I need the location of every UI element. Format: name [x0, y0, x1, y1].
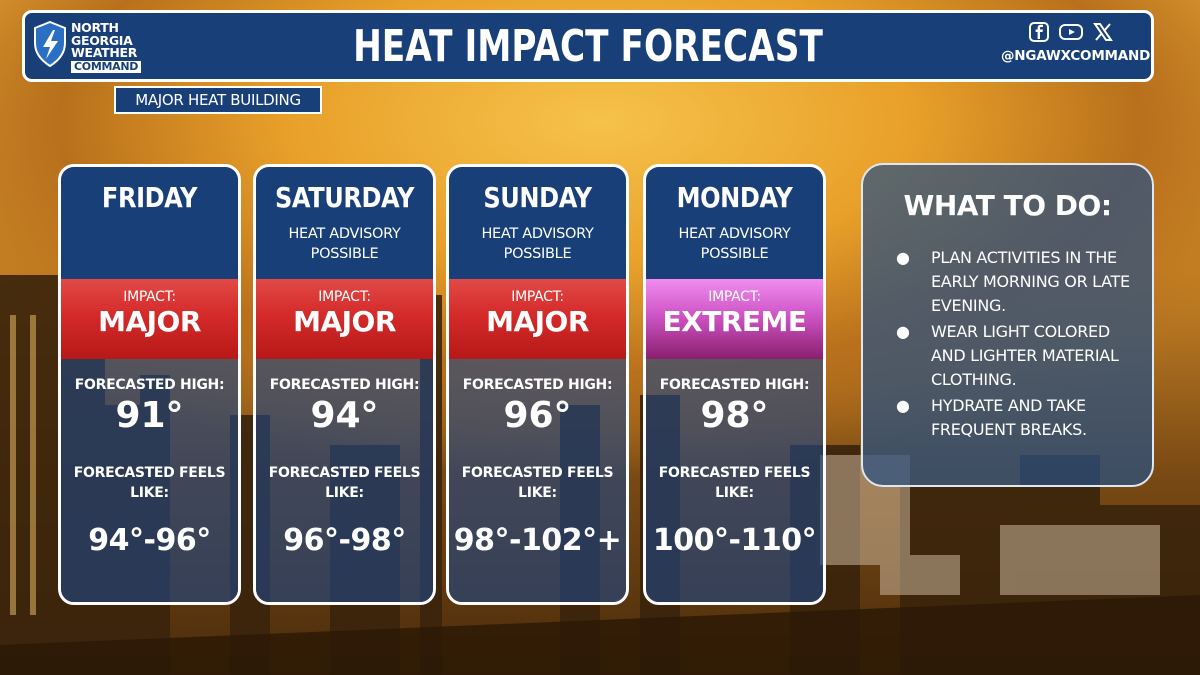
high-label: FORECASTED HIGH:: [462, 377, 613, 393]
impact-band: IMPACT: MAJOR: [61, 279, 238, 359]
card-header: FRIDAY: [61, 167, 238, 279]
feels-label-line-1: FORECASTED FEELS: [73, 465, 226, 481]
feels-value: 100°-110°: [652, 523, 817, 558]
feels-label-line-2: LIKE:: [715, 485, 754, 501]
advisory-text: HEAT ADVISORY POSSIBLE: [256, 224, 433, 264]
advisory-text: HEAT ADVISORY POSSIBLE: [646, 224, 823, 264]
list-item: ● PLAN ACTIVITIES IN THE EARLY MORNING OR…: [893, 246, 1136, 318]
day-name: MONDAY: [676, 181, 793, 214]
impact-level: EXTREME: [662, 305, 808, 338]
day-card-sunday: SUNDAY HEAT ADVISORY POSSIBLE IMPACT: MA…: [446, 164, 629, 605]
temperature-panel: FORECASTED HIGH: 96° FORECASTED FEELS LI…: [449, 359, 626, 602]
list-item: ● WEAR LIGHT COLORED AND LIGHTER MATERIAL…: [893, 320, 1136, 392]
feels-label: FORECASTED FEELS LIKE:: [646, 463, 823, 503]
feels-value: 96°-98°: [283, 523, 406, 558]
high-value: 94°: [310, 395, 379, 436]
header-bar: NORTH GEORGIA WEATHER COMMAND HEAT IMPAC…: [22, 10, 1154, 82]
impact-label: IMPACT:: [318, 289, 371, 305]
feels-label-line-2: LIKE:: [130, 485, 169, 501]
card-header: MONDAY HEAT ADVISORY POSSIBLE: [646, 167, 823, 279]
brand-line-4: COMMAND: [71, 60, 142, 73]
feels-label-line-1: FORECASTED FEELS: [658, 465, 811, 481]
bullet-icon: ●: [896, 248, 910, 267]
impact-band: IMPACT: MAJOR: [256, 279, 433, 359]
brand-line-2: GEORGIA: [71, 32, 133, 48]
brand-name: NORTH GEORGIA WEATHER COMMAND: [71, 20, 142, 73]
feels-value: 98°-102°+: [453, 523, 622, 558]
feels-label-line-2: LIKE:: [325, 485, 364, 501]
brand-line-3: WEATHER: [71, 45, 138, 60]
day-card-friday: FRIDAY IMPACT: MAJOR FORECASTED HIGH: 91…: [58, 164, 241, 605]
impact-label: IMPACT:: [123, 289, 176, 305]
feels-label-line-1: FORECASTED FEELS: [268, 465, 421, 481]
tip-text: HYDRATE AND TAKE FREQUENT BREAKS.: [931, 396, 1087, 439]
impact-label: IMPACT:: [511, 289, 564, 305]
subtitle-badge: MAJOR HEAT BUILDING: [114, 86, 322, 114]
impact-band: IMPACT: EXTREME: [646, 279, 823, 359]
high-value: 98°: [700, 395, 769, 436]
high-label: FORECASTED HIGH:: [659, 377, 810, 393]
bullet-icon: ●: [896, 322, 910, 341]
impact-level: MAJOR: [98, 305, 201, 338]
high-label: FORECASTED HIGH:: [74, 377, 225, 393]
x-icon[interactable]: [1093, 22, 1113, 42]
bullet-icon: ●: [896, 396, 910, 415]
feels-label: FORECASTED FEELS LIKE:: [256, 463, 433, 503]
facebook-icon[interactable]: [1029, 22, 1049, 42]
impact-label: IMPACT:: [708, 289, 761, 305]
temperature-panel: FORECASTED HIGH: 91° FORECASTED FEELS LI…: [61, 359, 238, 602]
social-handle[interactable]: @NGAWXCOMMAND: [1001, 48, 1151, 64]
advisory-line-1: HEAT ADVISORY: [481, 226, 594, 242]
card-header: SUNDAY HEAT ADVISORY POSSIBLE: [449, 167, 626, 279]
impact-band: IMPACT: MAJOR: [449, 279, 626, 359]
advisory-line-1: HEAT ADVISORY: [678, 226, 791, 242]
advisory-line-1: HEAT ADVISORY: [288, 226, 401, 242]
card-header: SATURDAY HEAT ADVISORY POSSIBLE: [256, 167, 433, 279]
high-value: 91°: [115, 395, 184, 436]
tips-list: ● PLAN ACTIVITIES IN THE EARLY MORNING OR…: [863, 246, 1152, 442]
high-value: 96°: [503, 395, 572, 436]
youtube-icon[interactable]: [1059, 22, 1083, 42]
day-name: SUNDAY: [483, 181, 592, 214]
feels-label: FORECASTED FEELS LIKE:: [61, 463, 238, 503]
feels-label-line-1: FORECASTED FEELS: [461, 465, 614, 481]
high-label: FORECASTED HIGH:: [269, 377, 420, 393]
impact-level: MAJOR: [486, 305, 589, 338]
tip-text: WEAR LIGHT COLORED AND LIGHTER MATERIAL …: [931, 322, 1119, 389]
day-name: SATURDAY: [275, 181, 414, 214]
brand-logo: NORTH GEORGIA WEATHER COMMAND: [33, 17, 153, 79]
brand-line-1: NORTH: [71, 20, 119, 35]
feels-label: FORECASTED FEELS LIKE:: [449, 463, 626, 503]
what-to-do-title: WHAT TO DO:: [903, 189, 1112, 222]
advisory-line-2: POSSIBLE: [310, 246, 379, 262]
what-to-do-panel: WHAT TO DO: ● PLAN ACTIVITIES IN THE EARL…: [861, 163, 1154, 487]
advisory-text: HEAT ADVISORY POSSIBLE: [449, 224, 626, 264]
day-card-monday: MONDAY HEAT ADVISORY POSSIBLE IMPACT: EX…: [643, 164, 826, 605]
shield-lightning-icon: [34, 21, 66, 67]
list-item: ● HYDRATE AND TAKE FREQUENT BREAKS.: [893, 394, 1136, 442]
feels-value: 94°-96°: [88, 523, 211, 558]
advisory-line-2: POSSIBLE: [700, 246, 769, 262]
temperature-panel: FORECASTED HIGH: 94° FORECASTED FEELS LI…: [256, 359, 433, 602]
day-name: FRIDAY: [101, 181, 198, 214]
tip-text: PLAN ACTIVITIES IN THE EARLY MORNING OR …: [931, 248, 1130, 315]
advisory-line-2: POSSIBLE: [503, 246, 572, 262]
feels-label-line-2: LIKE:: [518, 485, 557, 501]
social-block: @NGAWXCOMMAND: [1001, 19, 1151, 64]
page-title: HEAT IMPACT FORECAST: [353, 21, 823, 72]
impact-level: MAJOR: [293, 305, 396, 338]
temperature-panel: FORECASTED HIGH: 98° FORECASTED FEELS LI…: [646, 359, 823, 602]
day-card-saturday: SATURDAY HEAT ADVISORY POSSIBLE IMPACT: …: [253, 164, 436, 605]
